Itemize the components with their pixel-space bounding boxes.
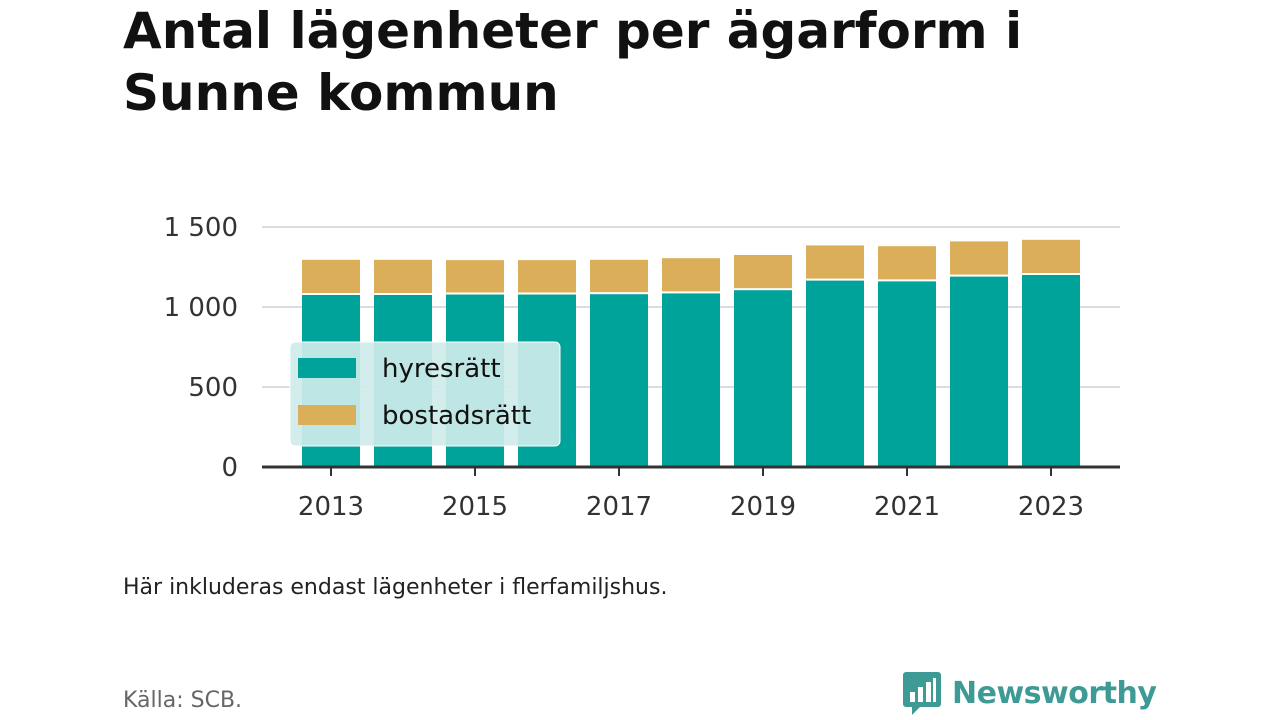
bar-bostadsrätt-2017 [590, 259, 648, 293]
axes: 0 500 1 000 1 500 2013 2015 2017 2019 2021 2023 [164, 213, 1120, 522]
x-tick-label: 2013 [298, 492, 364, 522]
bar-bostadsrätt-2013 [302, 259, 360, 293]
bar-bostadsrätt-2022 [950, 241, 1008, 275]
bar-bostadsrätt-2015 [446, 260, 504, 293]
brand-name: Newsworthy [952, 675, 1157, 711]
legend-label-hyresrätt: hyresrätt [382, 354, 501, 384]
x-tick-label: 2017 [586, 492, 652, 522]
newsworthy-logo-icon [903, 672, 941, 715]
bar-hyresrätt-2020 [806, 280, 864, 467]
y-tick-label: 500 [188, 373, 238, 403]
legend-swatch-bostadsrätt [298, 405, 356, 425]
source-note: Källa: SCB. [123, 688, 243, 713]
legend-label-bostadsrätt: bostadsrätt [382, 401, 531, 431]
bar-hyresrätt-2023 [1022, 275, 1080, 467]
brand-logo: Newsworthy [902, 670, 1157, 716]
legend-box [289, 341, 561, 447]
bar-bostadsrätt-2019 [734, 255, 792, 289]
y-tick-label: 0 [221, 453, 238, 483]
chart-note: Här inkluderas endast lägenheter i flerf… [123, 575, 668, 600]
bar-bostadsrätt-2016 [518, 260, 576, 293]
bar-hyresrätt-2019 [734, 290, 792, 467]
bar-hyresrätt-2017 [590, 294, 648, 467]
bar-hyresrätt-2021 [878, 281, 936, 467]
legend: hyresrätt bostadsrätt [289, 341, 561, 447]
x-tick-label: 2021 [874, 492, 940, 522]
x-tick-label: 2023 [1018, 492, 1084, 522]
x-tick-label: 2019 [730, 492, 796, 522]
bar-bostadsrätt-2014 [374, 259, 432, 293]
y-tick-label: 1 000 [164, 293, 238, 323]
chart-title: Antal lägenheter per ägarform i Sunne ko… [123, 2, 1023, 122]
bar-bostadsrätt-2020 [806, 245, 864, 279]
bar-bostadsrätt-2021 [878, 246, 936, 280]
bar-bostadsrätt-2023 [1022, 239, 1080, 273]
x-tick-label: 2015 [442, 492, 508, 522]
y-tick-label: 1 500 [164, 213, 238, 243]
legend-swatch-hyresrätt [298, 358, 356, 378]
bar-bostadsrätt-2018 [662, 258, 720, 292]
bar-hyresrätt-2022 [950, 276, 1008, 467]
bar-hyresrätt-2018 [662, 293, 720, 467]
